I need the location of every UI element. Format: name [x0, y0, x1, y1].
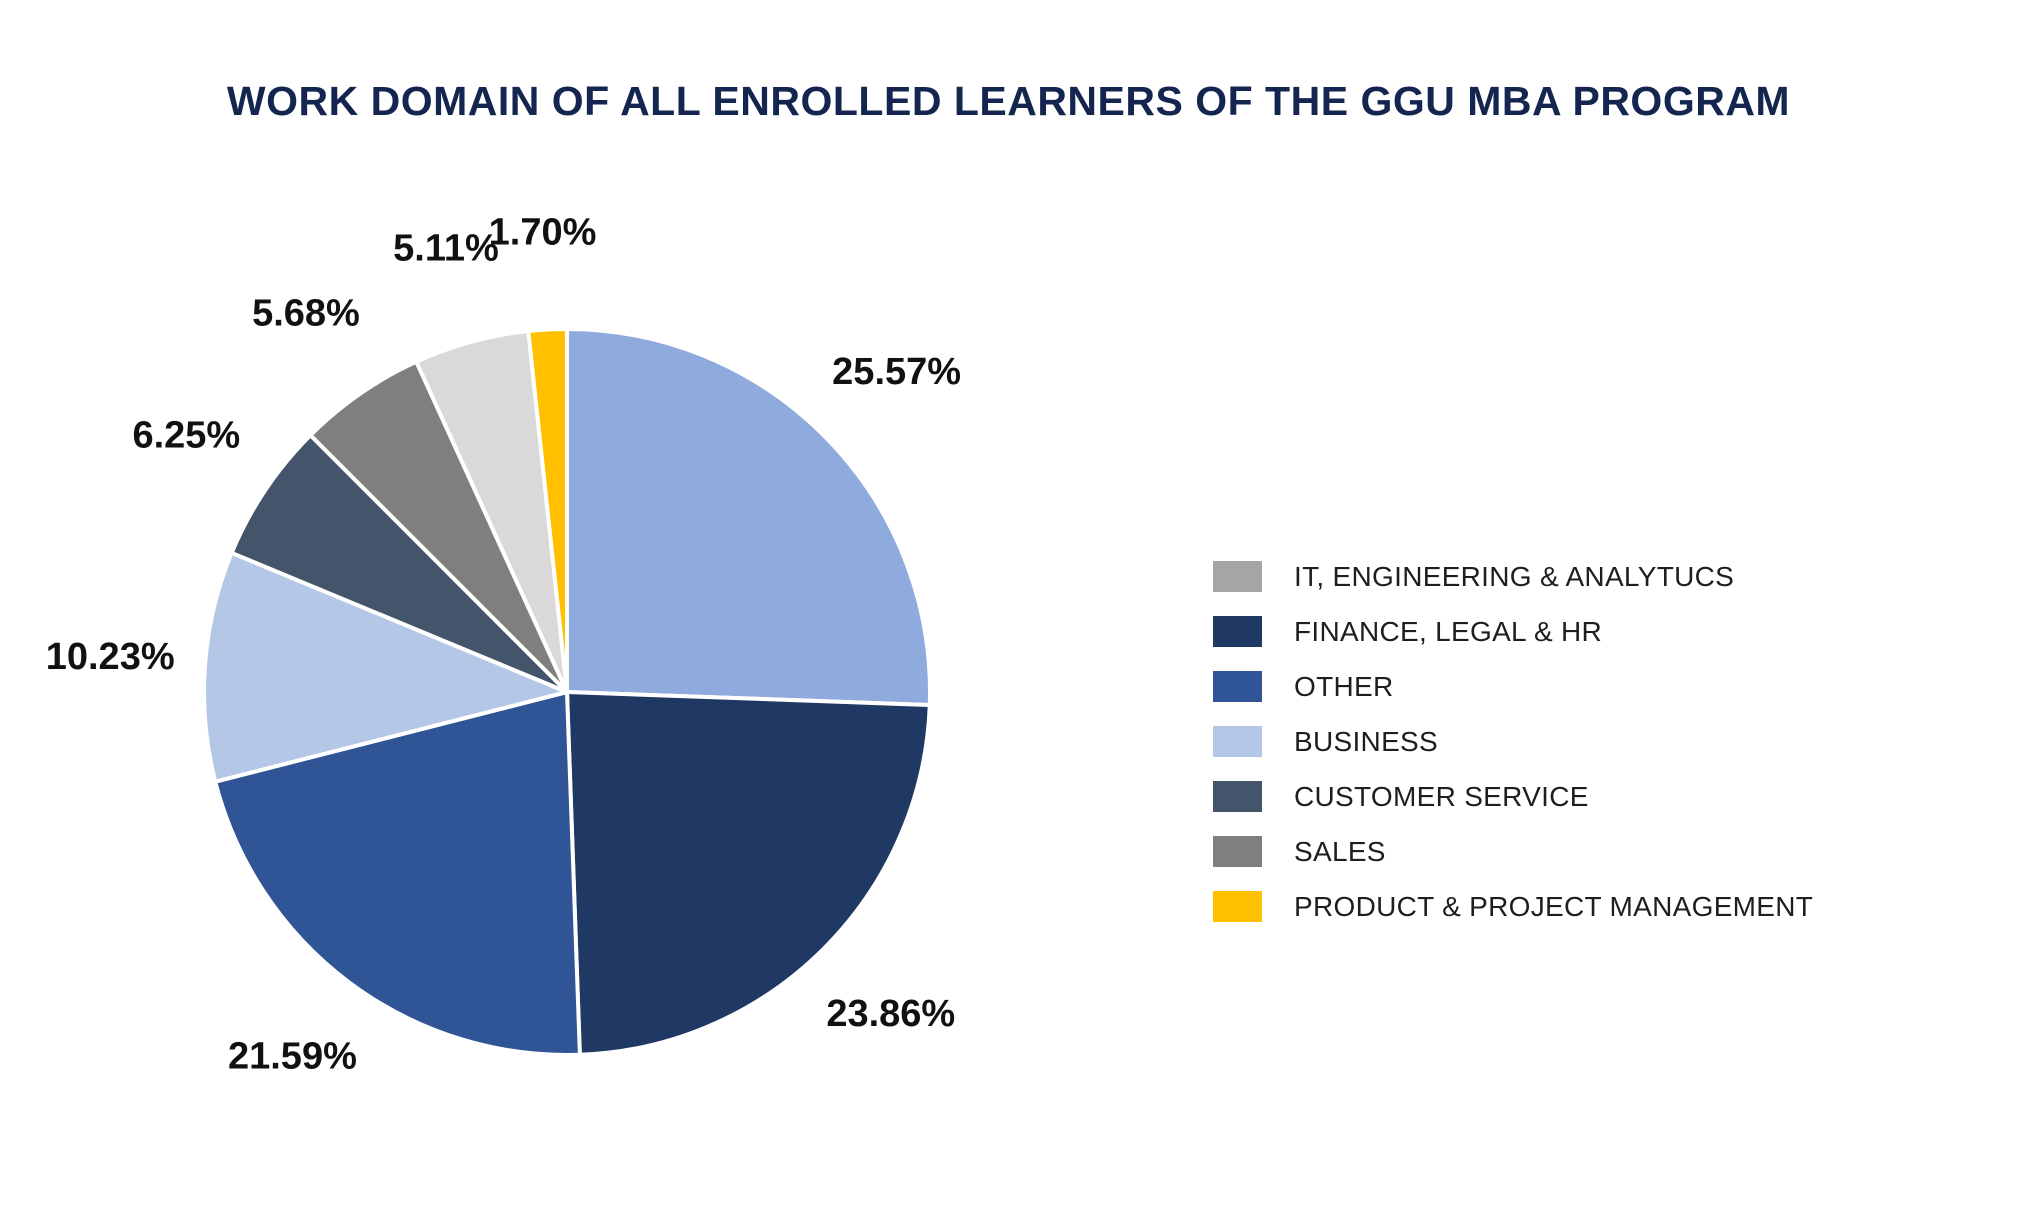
legend-item-1: FINANCE, LEGAL & HR	[1213, 604, 1813, 659]
legend-swatch-6	[1213, 891, 1262, 922]
legend-swatch-3	[1213, 726, 1262, 757]
pie-slices	[202, 327, 932, 1057]
chart-title: WORK DOMAIN OF ALL ENROLLED LEARNERS OF …	[226, 78, 1791, 124]
legend-swatch-1	[1213, 616, 1262, 647]
legend-swatch-5	[1213, 836, 1262, 867]
legend-item-0: IT, ENGINEERING & ANALYTUCS	[1213, 549, 1813, 604]
legend-item-2: OTHER	[1213, 659, 1813, 714]
data-label-7: 1.70%	[489, 212, 597, 254]
legend-swatch-4	[1213, 781, 1262, 812]
legend-swatch-2	[1213, 671, 1262, 702]
pie-slice-7	[526, 327, 569, 694]
pie-slice-4	[229, 433, 569, 694]
data-label-1: 23.86%	[826, 993, 955, 1035]
legend-label-4: CUSTOMER SERVICE	[1294, 780, 1589, 812]
legend-label-5: SALES	[1294, 835, 1386, 867]
data-label-3: 10.23%	[46, 636, 175, 678]
pie-slice-5	[308, 359, 569, 694]
data-label-2: 21.59%	[228, 1036, 357, 1078]
legend-label-1: FINANCE, LEGAL & HR	[1294, 615, 1603, 647]
pie-slice-2	[213, 690, 582, 1057]
legend-swatch-0	[1213, 561, 1262, 592]
legend-label-2: OTHER	[1294, 670, 1394, 702]
legend-label-0: IT, ENGINEERING & ANALYTUCS	[1294, 560, 1735, 592]
legend-item-6: PRODUCT & PROJECT MANAGEMENT	[1213, 879, 1813, 934]
legend-item-5: SALES	[1213, 824, 1813, 879]
chart-legend: IT, ENGINEERING & ANALYTUCS FINANCE, LEGA…	[1213, 549, 1813, 934]
legend-label-3: BUSINESS	[1294, 725, 1438, 757]
pie-slice-0	[565, 327, 932, 708]
data-label-5: 5.68%	[252, 293, 360, 335]
data-label-4: 6.25%	[132, 414, 240, 456]
legend-item-3: BUSINESS	[1213, 714, 1813, 769]
data-label-6: 5.11%	[393, 227, 499, 269]
legend-label-6: PRODUCT & PROJECT MANAGEMENT	[1294, 890, 1814, 922]
pie-slice-1	[565, 690, 932, 1057]
pie-data-labels: 25.57% 23.86% 21.59% 10.23% 6.25% 5.68% 5.11%1…	[46, 212, 961, 1078]
legend-item-4: CUSTOMER SERVICE	[1213, 769, 1813, 824]
data-label-0: 25.57%	[832, 351, 961, 393]
pie-slice-3	[202, 550, 569, 784]
